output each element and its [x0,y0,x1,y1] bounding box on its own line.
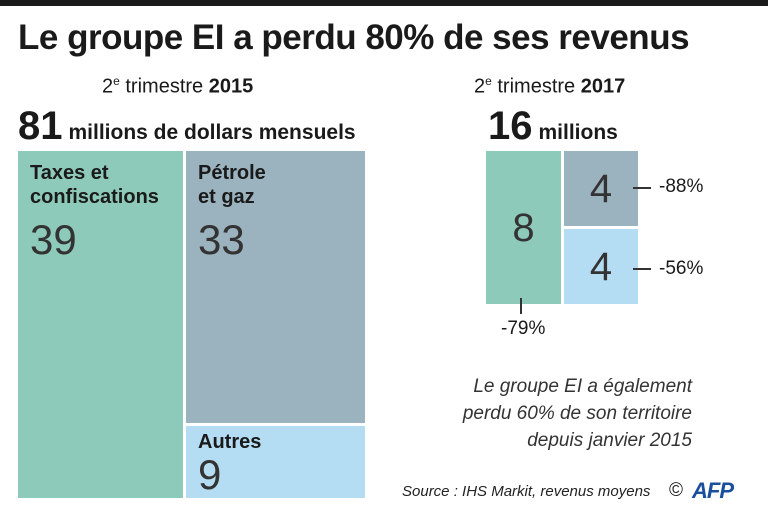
afp-logo: AFP [692,478,734,503]
cell-2015-petrole-value: 33 [198,216,245,263]
cell-2015-taxes-value: 39 [30,216,77,263]
cell-2015-autres-value: 9 [198,451,222,498]
change-autres-label: -56% [659,258,704,279]
chart-title: Le groupe EI a perdu 80% de ses revenus [18,18,690,57]
total-2017-value: 16 [488,104,533,148]
cell-2015-taxes: Taxes et confiscations 39 [18,151,183,498]
cell-2015-petrole: Pétrole et gaz 33 [186,151,365,423]
period-2017-sup: e [485,74,492,88]
total-2015-value: 81 [18,104,63,148]
cell-2017-autres: 4 [564,229,638,304]
cell-2015-taxes-label: Taxes et confiscations [30,162,159,208]
change-taxes-leader [520,298,522,314]
period-2017-label: trimestre [491,75,581,98]
total-2017-unit: millions [538,121,618,144]
change-taxes-label: -79% [501,318,546,339]
copyright-symbol: © [669,480,683,501]
cell-2015-autres: Autres 9 [186,426,365,498]
top-bar [0,0,768,6]
change-autres-leader [633,268,651,270]
period-2017-year: 2017 [580,75,626,98]
cell-2015-autres-label: Autres [198,431,262,453]
cell-2017-petrole-value: 4 [589,166,613,211]
total-2015-unit: millions de dollars mensuels [68,121,356,144]
cell-2017-taxes-value: 8 [512,205,535,250]
total-2017: 16 millions [488,104,618,149]
period-2017-prefix: 2 [474,75,486,98]
period-2015-label: trimestre [119,75,209,98]
period-2015-year: 2015 [208,75,254,98]
period-2015-prefix: 2 [102,75,114,98]
territory-note: Le groupe EI a également perdu 60% de so… [462,376,692,451]
cell-2017-autres-value: 4 [589,244,613,289]
period-2015: 2e trimestre 2015 [102,74,253,99]
change-petrole-leader [633,187,651,189]
period-2015-sup: e [113,74,120,88]
source-text: Source : IHS Markit, revenus moyens [402,483,651,500]
cell-2017-taxes: 8 [486,151,561,304]
total-2015: 81 millions de dollars mensuels [18,104,356,149]
period-2017: 2e trimestre 2017 [474,74,625,99]
cell-2015-petrole-label: Pétrole et gaz [198,162,266,208]
cell-2017-petrole: 4 [564,151,638,226]
change-petrole-label: -88% [659,176,704,197]
